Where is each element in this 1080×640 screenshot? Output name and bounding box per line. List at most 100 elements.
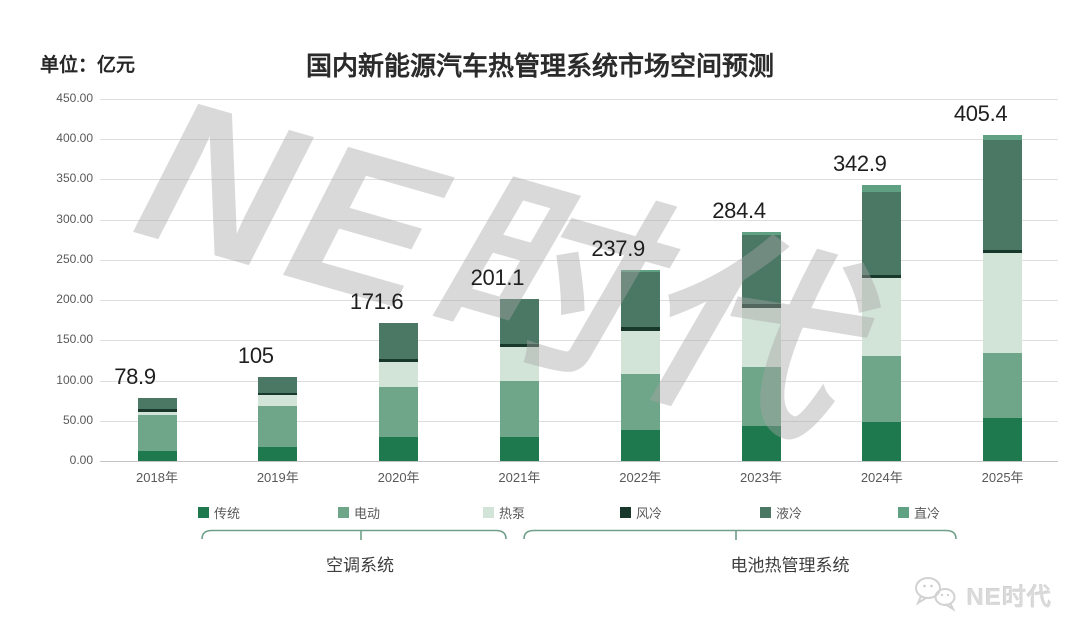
bar-segment-热泵	[499, 346, 539, 381]
bar-segment-电动	[137, 415, 177, 452]
gridline-150.00	[100, 340, 1058, 342]
gridline-400.00	[100, 139, 1058, 141]
x-axis-tick-label: 2025年	[981, 470, 1024, 485]
legend-item-液冷: 液冷	[760, 503, 802, 522]
footer-brand: NE时代	[912, 574, 1052, 614]
bar-segment-风冷	[379, 358, 419, 363]
gridline-0.00	[100, 461, 1058, 462]
bar-segment-风冷	[258, 392, 298, 396]
bar-segment-电动	[983, 353, 1023, 418]
legend-item-电动: 电动	[338, 503, 380, 522]
gridline-50.00	[100, 420, 1058, 422]
x-axis-tick-label: 2024年	[860, 470, 903, 485]
bar-segment-电动	[741, 366, 781, 427]
bar-total-label: 237.9	[591, 235, 645, 261]
bar-segment-传统	[862, 422, 902, 461]
bar-segment-电动	[499, 380, 539, 437]
legend-swatch-传统	[198, 507, 209, 518]
bar-segment-直冷	[741, 232, 781, 236]
y-axis-tick-label: 50.00	[62, 412, 93, 427]
group-label-battery-system: 电池热管理系统	[730, 556, 850, 575]
bar-segment-液冷	[258, 376, 298, 393]
bar-segment-传统	[620, 430, 660, 461]
gridline-250.00	[100, 259, 1058, 261]
chart-title: 国内新能源汽车热管理系统市场空间预测	[305, 51, 774, 81]
bar-segment-传统	[137, 451, 177, 461]
legend-swatch-直冷	[898, 507, 909, 518]
legend-item-直冷: 直冷	[898, 503, 940, 522]
bar-segment-传统	[741, 426, 781, 461]
bar-segment-直冷	[983, 134, 1023, 140]
legend-label-液冷: 液冷	[776, 506, 803, 521]
legend-swatch-液冷	[760, 507, 771, 518]
group-label-ac-system: 空调系统	[326, 556, 394, 575]
bar-segment-热泵	[620, 330, 660, 375]
bar-segment-传统	[258, 446, 298, 461]
legend-label-传统: 传统	[214, 506, 241, 521]
wechat-bubbles-icon	[914, 577, 956, 612]
bar-segment-液冷	[620, 272, 660, 328]
unit-label: 单位：亿元	[40, 55, 136, 76]
bar-total-label: 171.6	[349, 288, 404, 314]
bar-segment-液冷	[741, 235, 781, 305]
bar-segment-热泵	[137, 411, 177, 416]
bar-segment-热泵	[983, 253, 1023, 354]
bar-segment-风冷	[499, 343, 539, 347]
legend-label-热泵: 热泵	[499, 506, 526, 521]
gridline-350.00	[100, 179, 1058, 181]
bar-segment-电动	[379, 386, 419, 437]
y-axis-tick-label: 250.00	[56, 251, 93, 266]
bracket-battery-system	[523, 529, 957, 540]
bar-total-label: 284.4	[712, 198, 766, 224]
bar-segment-液冷	[983, 139, 1023, 251]
y-axis-tick-label: 450.00	[56, 91, 93, 105]
bar-segment-风冷	[620, 327, 660, 331]
bar-segment-电动	[862, 356, 902, 423]
legend-label-直冷: 直冷	[914, 506, 941, 521]
bar-segment-电动	[620, 374, 660, 431]
legend-swatch-电动	[338, 507, 349, 518]
bar-segment-直冷	[862, 185, 902, 192]
gridline-300.00	[100, 219, 1058, 221]
y-axis-tick-label: 0.00	[69, 453, 93, 467]
y-axis-tick-label: 400.00	[56, 131, 93, 146]
gridline-100.00	[100, 380, 1058, 382]
bar-total-label: 201.1	[470, 265, 525, 291]
bar-segment-液冷	[137, 397, 177, 409]
bar-segment-液冷	[379, 322, 419, 359]
gridline-450.00	[100, 99, 1058, 100]
bar-segment-热泵	[741, 308, 781, 367]
legend-label-电动: 电动	[354, 506, 381, 521]
bar-segment-电动	[258, 406, 298, 447]
bracket-ac-system	[201, 529, 507, 540]
x-axis-tick-label: 2023年	[740, 470, 782, 485]
x-axis-tick-label: 2021年	[498, 470, 541, 485]
x-axis-tick-label: 2019年	[256, 470, 299, 485]
y-axis-tick-label: 100.00	[56, 372, 93, 387]
legend-swatch-热泵	[483, 507, 494, 518]
legend-swatch-风冷	[620, 507, 631, 518]
bar-segment-热泵	[258, 395, 298, 407]
bar-segment-传统	[499, 436, 539, 461]
legend-item-传统: 传统	[198, 503, 240, 522]
y-axis-tick-label: 350.00	[56, 171, 93, 186]
bar-total-label: 342.9	[833, 151, 887, 177]
bar-segment-热泵	[379, 362, 419, 387]
x-axis-tick-label: 2022年	[619, 470, 662, 485]
x-axis-tick-label: 2020年	[377, 470, 420, 485]
y-axis-tick-label: 200.00	[56, 292, 93, 307]
bar-segment-液冷	[499, 299, 539, 344]
bar-total-label: 105	[237, 342, 274, 368]
group-brackets	[201, 529, 957, 540]
bar-segment-液冷	[862, 191, 902, 276]
bar-total-label: 78.9	[114, 363, 156, 389]
legend-label-风冷: 风冷	[636, 506, 663, 521]
y-axis-tick-label: 300.00	[56, 211, 93, 226]
bar-segment-风冷	[741, 304, 781, 309]
bar-segment-风冷	[137, 408, 177, 412]
legend-item-热泵: 热泵	[483, 503, 525, 522]
y-axis-tick-label: 150.00	[56, 332, 93, 347]
bar-segment-风冷	[983, 250, 1023, 254]
bar-segment-传统	[379, 436, 419, 461]
